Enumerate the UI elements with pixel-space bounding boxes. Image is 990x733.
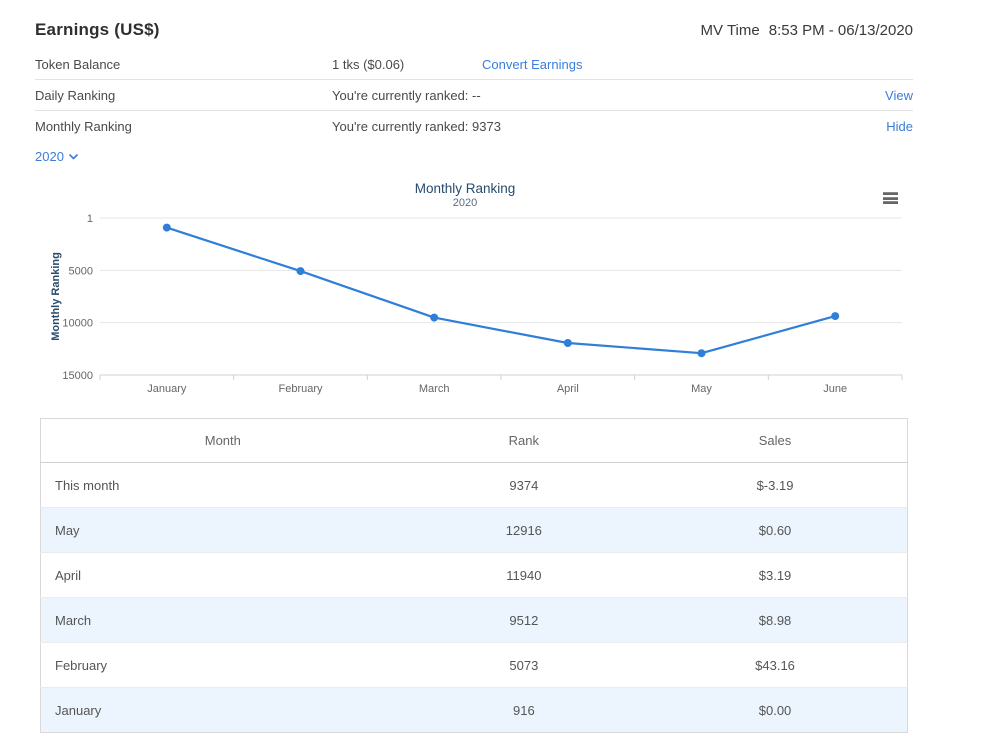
table-header-row: Month Rank Sales <box>40 418 908 463</box>
summary-row: Monthly Ranking You're currently ranked:… <box>35 111 913 142</box>
data-point-marker[interactable] <box>162 223 171 232</box>
cell-sales: $8.98 <box>758 612 792 628</box>
cell-rank: 12916 <box>505 522 542 538</box>
monthly-ranking-chart: Monthly Ranking 2020 1 5000 10000 15000 Janu… <box>25 180 905 405</box>
column-header-month: Month <box>40 418 405 463</box>
summary-row-label: Daily Ranking <box>35 87 116 103</box>
cell-rank: 5073 <box>509 657 539 673</box>
year-dropdown-label: 2020 <box>35 149 64 164</box>
mv-time-value: 8:53 PM - 06/13/2020 <box>768 22 913 39</box>
page-title: Earnings (US$) <box>35 20 160 39</box>
summary-row: Daily Ranking You're currently ranked: -… <box>35 80 913 111</box>
cell-month: February <box>55 657 108 673</box>
table-row: January 916 $0.00 <box>40 687 908 733</box>
chart-subtitle: 2020 <box>452 197 478 209</box>
summary-row-label: Monthly Ranking <box>35 119 132 134</box>
summary-row-action-link[interactable]: Convert Earnings <box>482 56 583 72</box>
column-header-sales: Sales <box>643 418 908 463</box>
table-row: March 9512 $8.98 <box>40 597 908 643</box>
summary-row-value: You're currently ranked: -- <box>332 87 481 103</box>
cell-sales: $0.60 <box>758 522 792 538</box>
cell-month: This month <box>55 477 120 493</box>
table-row: This month 9374 $-3.19 <box>40 462 908 508</box>
account-summary: Token Balance 1 tks ($0.06) Convert Earn… <box>35 49 913 142</box>
hamburger-icon <box>883 201 898 204</box>
cell-month: January <box>55 702 102 718</box>
cell-rank: 916 <box>512 702 535 718</box>
monthly-earnings-table: Month Rank Sales This month 9374 $-3.19 … <box>40 418 908 733</box>
y-axis-title: Monthly Ranking <box>50 252 62 341</box>
data-point-marker[interactable] <box>430 313 439 322</box>
summary-row-action-link[interactable]: View <box>885 87 913 103</box>
chart-title: Monthly Ranking <box>414 181 516 196</box>
cell-month: March <box>55 612 92 628</box>
hamburger-icon <box>883 196 898 200</box>
column-header-rank: Rank <box>404 418 644 463</box>
data-point-marker[interactable] <box>563 339 572 347</box>
summary-row-label: Token Balance <box>35 56 121 72</box>
cell-month: April <box>55 567 82 583</box>
table-row: May 12916 $0.60 <box>40 507 908 553</box>
table-row: April 11940 $3.19 <box>40 552 908 598</box>
table-row: February 5073 $43.16 <box>40 642 908 688</box>
x-axis-tick-label: March <box>419 383 450 395</box>
cell-sales: $0.00 <box>758 702 792 718</box>
top-bar: Earnings (US$) MV Time 8:53 PM - 06/13/20… <box>35 20 913 40</box>
year-row: 2020 <box>35 148 913 168</box>
x-axis-tick-label: April <box>557 383 579 395</box>
ranking-series-line <box>166 226 836 355</box>
x-axis-tick-label: June <box>823 383 847 395</box>
y-axis-tick-label: 10000 <box>62 318 93 330</box>
year-dropdown[interactable]: 2020 <box>35 149 78 164</box>
data-point-marker[interactable] <box>697 349 706 358</box>
summary-row: Token Balance 1 tks ($0.06) Convert Earn… <box>35 49 913 80</box>
y-axis-tick-label: 5000 <box>69 265 93 277</box>
chart-export-menu-button[interactable] <box>882 191 899 205</box>
cell-rank: 9374 <box>509 477 539 493</box>
data-point-marker[interactable] <box>296 267 305 276</box>
summary-row-value: 1 tks ($0.06) <box>332 56 405 72</box>
cell-month: May <box>55 522 80 538</box>
cell-sales: $-3.19 <box>756 477 794 493</box>
y-axis-tick-label: 1 <box>87 213 93 225</box>
mv-time: MV Time 8:53 PM - 06/13/2020 <box>701 22 913 39</box>
hamburger-icon <box>883 192 898 195</box>
cell-rank: 11940 <box>506 567 542 583</box>
cell-sales: $43.16 <box>755 657 795 673</box>
y-axis-tick-label: 15000 <box>62 370 93 382</box>
x-axis-tick-label: January <box>147 383 187 395</box>
cell-rank: 9512 <box>509 612 539 628</box>
cell-sales: $3.19 <box>758 567 792 583</box>
x-axis-tick-label: February <box>278 383 323 395</box>
x-axis-tick-label: May <box>691 383 712 395</box>
summary-row-value: You're currently ranked: 9373 <box>332 119 501 134</box>
summary-row-action-link[interactable]: Hide <box>886 119 913 134</box>
chevron-down-icon <box>69 153 78 159</box>
mv-time-label: MV Time <box>700 22 760 39</box>
data-point-marker[interactable] <box>831 312 840 321</box>
